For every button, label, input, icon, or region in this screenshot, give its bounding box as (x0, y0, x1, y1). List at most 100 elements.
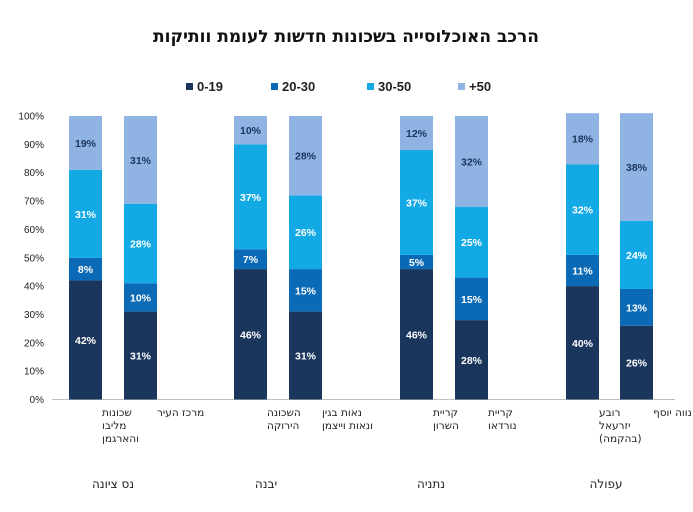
category-label: קריית (488, 407, 513, 419)
legend-label: 30-50 (378, 79, 411, 94)
legend-label: 20-30 (282, 79, 315, 94)
bar-segment-30-50 (124, 203, 157, 284)
data-label: 46% (240, 329, 262, 341)
data-label: 15% (461, 294, 483, 306)
category-label: מליבו (102, 420, 126, 432)
legend-label: +50 (469, 79, 491, 94)
bar-segment-30-50 (289, 195, 322, 270)
data-label: 18% (572, 134, 594, 146)
bar-segment-30-50 (69, 169, 102, 258)
y-tick-label: 10% (24, 367, 44, 378)
bar-segment-0-19 (455, 320, 488, 400)
y-tick-label: 80% (24, 168, 44, 179)
bars-area: 42% 8% 31% 19% 31% 10% 28% 31% 46% 7% 37% 10% 31% 15%… (69, 113, 653, 400)
bar-segment-0-19 (620, 325, 653, 400)
bar-segment-+50 (620, 113, 653, 221)
data-label: 38% (626, 162, 648, 174)
y-tick-label: 20% (24, 338, 44, 349)
data-label: 26% (626, 358, 648, 370)
category-label: השרון (433, 420, 459, 432)
bar-segment-30-50 (620, 220, 653, 289)
data-label: 7% (243, 254, 259, 266)
bar-segment-20-30 (620, 288, 653, 326)
category-label: רובע (599, 407, 620, 419)
legend-swatch-20-30 (271, 83, 278, 90)
group-labels: נס ציונה יבנה נתניה עפולה (92, 477, 623, 491)
bar-segment-0-19 (289, 311, 322, 400)
data-label: 40% (572, 338, 594, 350)
y-tick-label: 60% (24, 225, 44, 236)
y-tick-label: 100% (18, 112, 44, 123)
category-label: נווה יוסף (653, 407, 692, 419)
y-tick-label: 70% (24, 197, 44, 208)
data-label: 12% (406, 128, 428, 140)
bar-segment-+50 (455, 116, 488, 207)
category-label: ונאות וייצמן (322, 420, 373, 432)
data-label: 25% (461, 237, 483, 249)
bar-segment-+50 (234, 116, 267, 145)
category-label: השכונה (267, 407, 301, 419)
y-tick-label: 30% (24, 310, 44, 321)
bar-segment-+50 (124, 116, 157, 204)
category-label: שכונות (102, 407, 132, 419)
data-label: 37% (406, 197, 428, 209)
data-label: 10% (130, 292, 152, 304)
bar-segment-30-50 (400, 150, 433, 255)
category-label: נורדאו (488, 420, 517, 432)
bar-segment-0-19 (124, 311, 157, 400)
data-label: 42% (75, 335, 97, 347)
y-tick-label: 90% (24, 140, 44, 151)
bar-segment-20-30 (566, 254, 599, 287)
group-label: יבנה (255, 477, 277, 491)
group-label: עפולה (590, 477, 623, 491)
bar-segment-+50 (566, 113, 599, 165)
data-label: 15% (295, 285, 317, 297)
category-label: קריית (433, 407, 458, 419)
legend-swatch-+50 (458, 83, 465, 90)
group-label: נס ציונה (92, 477, 134, 491)
category-label: (בהקמה) (599, 433, 642, 445)
category-label: מרכז העיר (157, 407, 204, 419)
category-label: והארגמן (102, 433, 139, 445)
data-label: 32% (572, 205, 594, 217)
bar-segment-20-30 (69, 257, 102, 281)
bar-segment-20-30 (124, 283, 157, 312)
data-label: 8% (78, 264, 94, 276)
legend-swatch-0-19 (186, 83, 193, 90)
legend-label: 0-19 (197, 79, 223, 94)
bar-segment-+50 (69, 116, 102, 170)
category-label: הירוקה (267, 420, 299, 432)
category-label: נאות בגין (322, 407, 362, 419)
data-label: 31% (130, 351, 152, 363)
group-label: נתניה (417, 477, 445, 491)
bar-segment-0-19 (566, 286, 599, 400)
data-label: 28% (130, 239, 152, 251)
bar-segment-+50 (289, 116, 322, 196)
bar-segment-0-19 (234, 269, 267, 400)
data-label: 46% (406, 329, 428, 341)
data-label: 31% (75, 209, 97, 221)
bar-segment-20-30 (400, 254, 433, 270)
data-label: 24% (626, 250, 648, 262)
data-label: 37% (240, 192, 262, 204)
data-label: 13% (626, 302, 648, 314)
data-label: 5% (409, 257, 425, 269)
category-label: יזרעאל (599, 420, 630, 432)
data-label: 11% (572, 266, 593, 278)
bar-segment-30-50 (455, 206, 488, 278)
chart-legend: 0-19 20-30 30-50 +50 (186, 79, 491, 94)
data-label: 32% (461, 156, 483, 168)
bar-segment-20-30 (234, 249, 267, 270)
bar-segment-30-50 (566, 164, 599, 255)
data-label: 19% (75, 138, 97, 150)
y-tick-label: 0% (30, 395, 45, 406)
y-tick-label: 50% (24, 253, 44, 264)
y-tick-label: 40% (24, 282, 44, 293)
bar-segment-+50 (400, 116, 433, 151)
data-label: 28% (295, 151, 317, 163)
data-label: 28% (461, 355, 483, 367)
bar-segment-30-50 (234, 144, 267, 250)
data-label: 31% (295, 351, 317, 363)
